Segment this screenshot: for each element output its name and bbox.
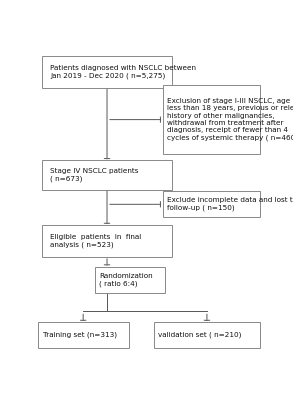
Text: Exclusion of stage I-III NSCLC, age
less than 18 years, previous or relevant
his: Exclusion of stage I-III NSCLC, age less…	[167, 98, 293, 141]
FancyBboxPatch shape	[42, 225, 172, 258]
FancyBboxPatch shape	[154, 322, 260, 348]
FancyBboxPatch shape	[163, 85, 260, 154]
Text: Exclude incomplete data and lost to
follow-up ( n=150): Exclude incomplete data and lost to foll…	[167, 198, 293, 211]
Text: validation set ( n=210): validation set ( n=210)	[158, 332, 241, 338]
FancyBboxPatch shape	[163, 191, 260, 218]
FancyBboxPatch shape	[95, 267, 165, 293]
Text: Patients diagnosed with NSCLC between
Jan 2019 - Dec 2020 ( n=5,275): Patients diagnosed with NSCLC between Ja…	[50, 65, 196, 79]
FancyBboxPatch shape	[42, 56, 172, 88]
Text: Training set (n=313): Training set (n=313)	[43, 332, 117, 338]
Text: Randomization
( ratio 6:4): Randomization ( ratio 6:4)	[99, 273, 153, 287]
FancyBboxPatch shape	[42, 160, 172, 190]
FancyBboxPatch shape	[38, 322, 129, 348]
Text: Stage IV NSCLC patients
( n=673): Stage IV NSCLC patients ( n=673)	[50, 168, 139, 182]
Text: Eligible  patients  in  final
analysis ( n=523): Eligible patients in final analysis ( n=…	[50, 234, 142, 248]
